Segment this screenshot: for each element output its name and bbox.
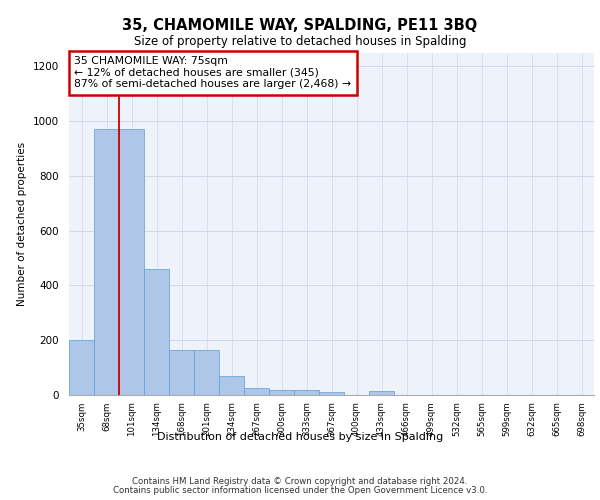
Bar [319,392,344,395]
Text: Contains public sector information licensed under the Open Government Licence v3: Contains public sector information licen… [113,486,487,495]
Bar [94,129,119,395]
Bar [294,390,319,395]
Bar [194,350,219,395]
Bar [119,129,144,395]
Bar [369,392,394,395]
Bar [69,340,94,395]
Bar [244,388,269,395]
Bar [169,350,194,395]
Bar [269,390,294,395]
Bar [144,269,169,395]
Y-axis label: Number of detached properties: Number of detached properties [17,142,28,306]
Text: Size of property relative to detached houses in Spalding: Size of property relative to detached ho… [134,35,466,48]
Text: 35 CHAMOMILE WAY: 75sqm
← 12% of detached houses are smaller (345)
87% of semi-d: 35 CHAMOMILE WAY: 75sqm ← 12% of detache… [74,56,352,89]
Bar [219,376,244,395]
Text: 35, CHAMOMILE WAY, SPALDING, PE11 3BQ: 35, CHAMOMILE WAY, SPALDING, PE11 3BQ [122,18,478,32]
Text: Contains HM Land Registry data © Crown copyright and database right 2024.: Contains HM Land Registry data © Crown c… [132,477,468,486]
Text: Distribution of detached houses by size in Spalding: Distribution of detached houses by size … [157,432,443,442]
